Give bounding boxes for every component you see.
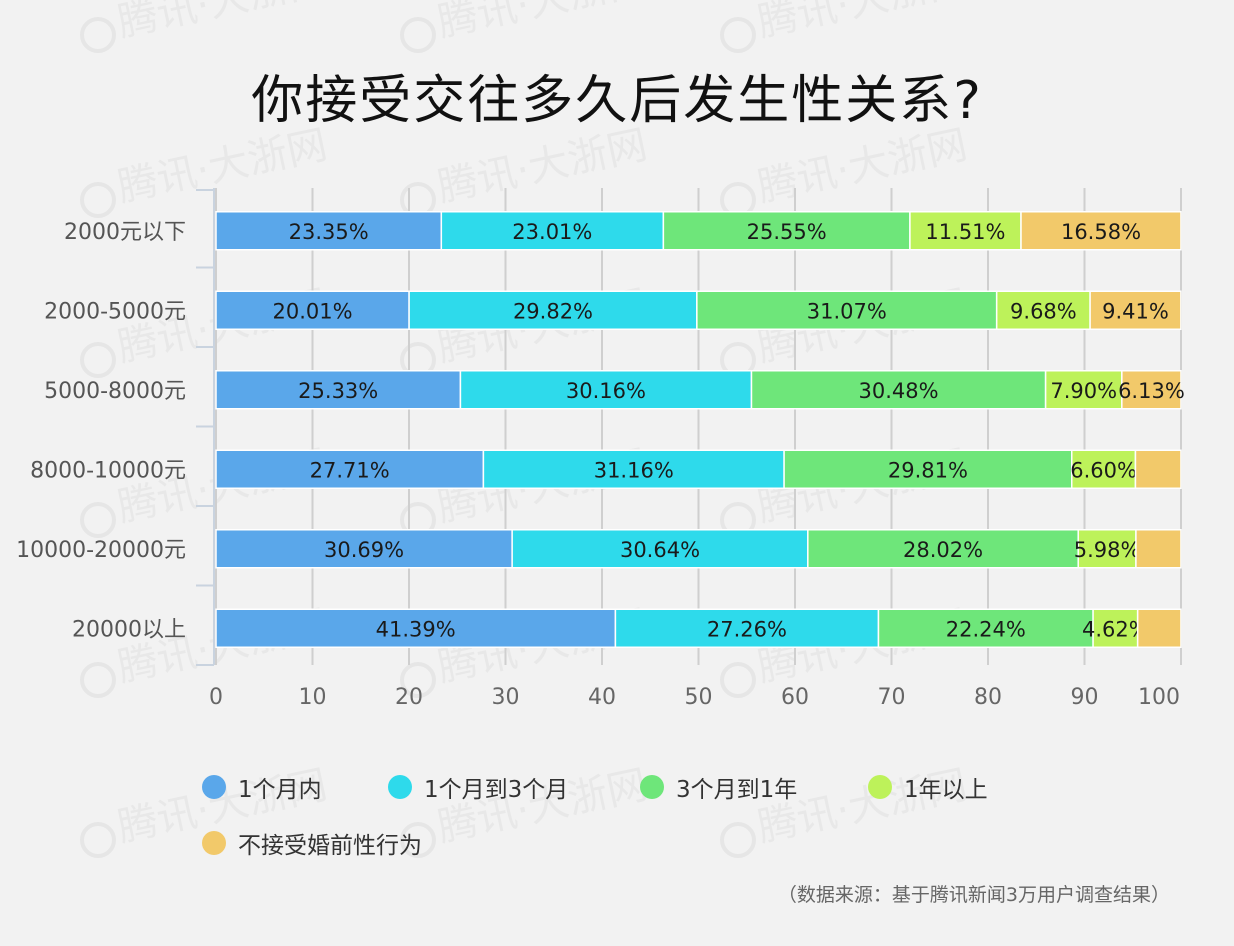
- legend-swatch: [868, 775, 892, 799]
- data-label: 6.60%: [1070, 458, 1137, 482]
- x-tick-label: 20: [395, 685, 423, 710]
- legend-swatch: [388, 775, 412, 799]
- bar-segment: [408, 290, 698, 330]
- legend-label: 1年以上: [904, 777, 988, 803]
- bar-segment: [909, 211, 1022, 251]
- data-label: 27.71%: [310, 458, 390, 482]
- bar-segment: [1135, 529, 1182, 569]
- data-label: 30.64%: [620, 538, 700, 562]
- data-label: 25.55%: [747, 220, 827, 244]
- data-label: 6.13%: [1118, 379, 1185, 403]
- bar-segment: [1071, 449, 1137, 489]
- bar-segment: [1134, 449, 1182, 489]
- legend-item: 3个月到1年: [640, 770, 797, 804]
- bar-segment: [783, 449, 1073, 489]
- data-label: 16.58%: [1061, 220, 1141, 244]
- category-label: 8000-10000元: [30, 458, 186, 483]
- legend-swatch: [202, 831, 226, 855]
- data-label: 30.48%: [859, 379, 939, 403]
- x-tick-label: 10: [299, 685, 327, 710]
- x-tick-label: 60: [781, 685, 809, 710]
- bar-segment: [877, 608, 1094, 648]
- bar-segment: [459, 370, 753, 410]
- category-label: 10000-20000元: [16, 538, 186, 563]
- bar-segment: [215, 449, 485, 489]
- data-label: 22.24%: [946, 617, 1026, 641]
- x-tick-label: 40: [588, 685, 616, 710]
- bar-segment: [511, 529, 809, 569]
- chart-title: 你接受交往多久后发生性关系?: [251, 71, 983, 131]
- data-label: 30.16%: [566, 379, 646, 403]
- category-label: 20000以上: [72, 617, 186, 642]
- data-label: 23.35%: [289, 220, 369, 244]
- data-label: 29.81%: [888, 458, 968, 482]
- data-label: 23.01%: [512, 220, 592, 244]
- bar-segment: [215, 290, 410, 330]
- data-label: 20.01%: [273, 299, 353, 323]
- legend-swatch: [202, 775, 226, 799]
- bar-segment: [1077, 529, 1137, 569]
- data-label: 11.51%: [925, 220, 1005, 244]
- category-label: 2000-5000元: [44, 299, 186, 324]
- legend-label: 1个月到3个月: [424, 777, 569, 803]
- data-label: 27.26%: [707, 617, 787, 641]
- x-tick-label: 100: [1138, 685, 1180, 710]
- data-label: 9.68%: [1010, 299, 1077, 323]
- bar-segment: [1020, 211, 1182, 251]
- bar-segment: [1136, 608, 1182, 648]
- category-label: 2000元以下: [64, 220, 186, 245]
- bar-segment: [995, 290, 1091, 330]
- bar-segment: [215, 608, 617, 648]
- data-label: 9.41%: [1102, 299, 1169, 323]
- data-label: 31.16%: [594, 458, 674, 482]
- x-tick-label: 90: [1071, 685, 1099, 710]
- data-label: 5.98%: [1074, 538, 1141, 562]
- legend-item: 1个月到3个月: [388, 770, 568, 804]
- data-label: 41.39%: [376, 617, 456, 641]
- data-label: 30.69%: [324, 538, 404, 562]
- data-label: 29.82%: [513, 299, 593, 323]
- data-label: 25.33%: [298, 379, 378, 403]
- bar-segment: [662, 211, 911, 251]
- x-tick-label: 70: [878, 685, 906, 710]
- x-tick-label: 30: [492, 685, 520, 710]
- x-tick-label: 80: [974, 685, 1002, 710]
- legend-label: 3个月到1年: [676, 777, 798, 803]
- bar-segment: [215, 211, 443, 251]
- data-label: 28.02%: [903, 538, 983, 562]
- bar-segment: [1089, 290, 1182, 330]
- legend-item: 不接受婚前性行为: [202, 826, 422, 860]
- legend-item: 1个月内: [202, 770, 322, 804]
- bar-segment: [807, 529, 1079, 569]
- bar-segment: [1092, 608, 1139, 648]
- bar-segment: [215, 370, 462, 410]
- x-tick-label: 50: [685, 685, 713, 710]
- bar-segment: [750, 370, 1047, 410]
- bar-segment: [614, 608, 880, 648]
- data-source-note: （数据来源：基于腾讯新闻3万用户调查结果）: [777, 884, 1170, 906]
- data-label: 31.07%: [807, 299, 887, 323]
- bar-segment: [440, 211, 665, 251]
- data-label: 7.90%: [1050, 379, 1117, 403]
- legend-label: 1个月内: [238, 777, 322, 803]
- legend-swatch: [640, 775, 664, 799]
- legend-label: 不接受婚前性行为: [238, 833, 422, 859]
- x-tick-label: 0: [209, 685, 223, 710]
- category-label: 5000-8000元: [44, 379, 186, 404]
- bar-segment: [1121, 370, 1182, 410]
- legend-item: 1年以上: [868, 770, 988, 804]
